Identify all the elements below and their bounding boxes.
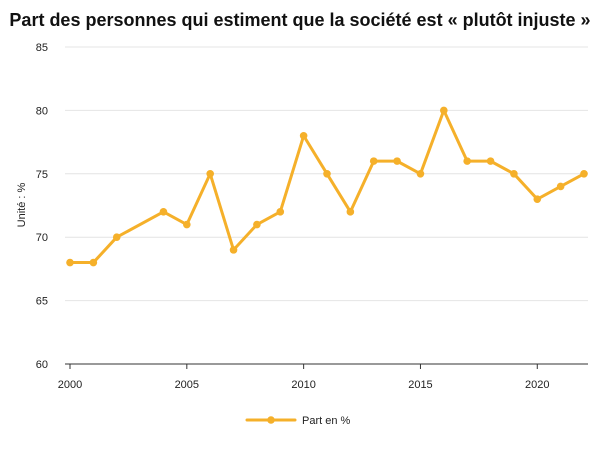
y-tick-label: 65 bbox=[36, 296, 48, 308]
y-tick-label: 60 bbox=[36, 359, 48, 371]
data-point[interactable] bbox=[440, 106, 448, 115]
data-point[interactable] bbox=[580, 170, 588, 178]
y-tick-label: 75 bbox=[36, 169, 48, 181]
legend[interactable]: Part en % bbox=[245, 415, 351, 427]
x-tick-label: 2015 bbox=[408, 379, 432, 391]
data-point[interactable] bbox=[463, 157, 471, 165]
data-point[interactable] bbox=[556, 182, 565, 191]
y-axis-label: Unité : % bbox=[16, 182, 28, 227]
x-tick-label: 2010 bbox=[291, 379, 315, 391]
data-point[interactable] bbox=[533, 195, 542, 203]
data-point[interactable] bbox=[229, 246, 238, 254]
series-part-en-pct bbox=[66, 106, 588, 267]
data-point[interactable] bbox=[510, 170, 518, 178]
data-point[interactable] bbox=[206, 170, 214, 178]
x-tick-label: 2000 bbox=[58, 379, 82, 391]
data-point[interactable] bbox=[486, 157, 495, 165]
x-tick-label: 2020 bbox=[525, 379, 549, 391]
data-point[interactable] bbox=[299, 131, 308, 140]
data-point[interactable] bbox=[276, 208, 285, 216]
chart-title: Part des personnes qui estiment que la s… bbox=[9, 10, 591, 30]
legend-marker bbox=[267, 416, 275, 424]
data-point[interactable] bbox=[323, 170, 331, 178]
x-axis-ticks: 2000 2005 2010 2015 2020 bbox=[58, 364, 550, 391]
data-point[interactable] bbox=[66, 258, 74, 267]
data-point[interactable] bbox=[369, 157, 378, 165]
data-point[interactable] bbox=[112, 233, 121, 241]
x-tick-label: 2005 bbox=[175, 379, 199, 391]
data-point[interactable] bbox=[183, 220, 191, 229]
data-point[interactable] bbox=[346, 208, 355, 216]
series-line bbox=[68, 108, 586, 265]
data-point[interactable] bbox=[89, 258, 98, 267]
y-tick-label: 85 bbox=[36, 42, 48, 54]
y-axis-ticks: 60 65 70 75 80 85 bbox=[36, 42, 48, 371]
data-point[interactable] bbox=[416, 170, 425, 178]
data-point[interactable] bbox=[393, 157, 401, 165]
legend-label: Part en % bbox=[302, 415, 351, 427]
y-tick-label: 70 bbox=[36, 232, 48, 244]
data-point[interactable] bbox=[253, 220, 261, 229]
data-point[interactable] bbox=[159, 208, 168, 216]
y-tick-label: 80 bbox=[36, 105, 48, 117]
